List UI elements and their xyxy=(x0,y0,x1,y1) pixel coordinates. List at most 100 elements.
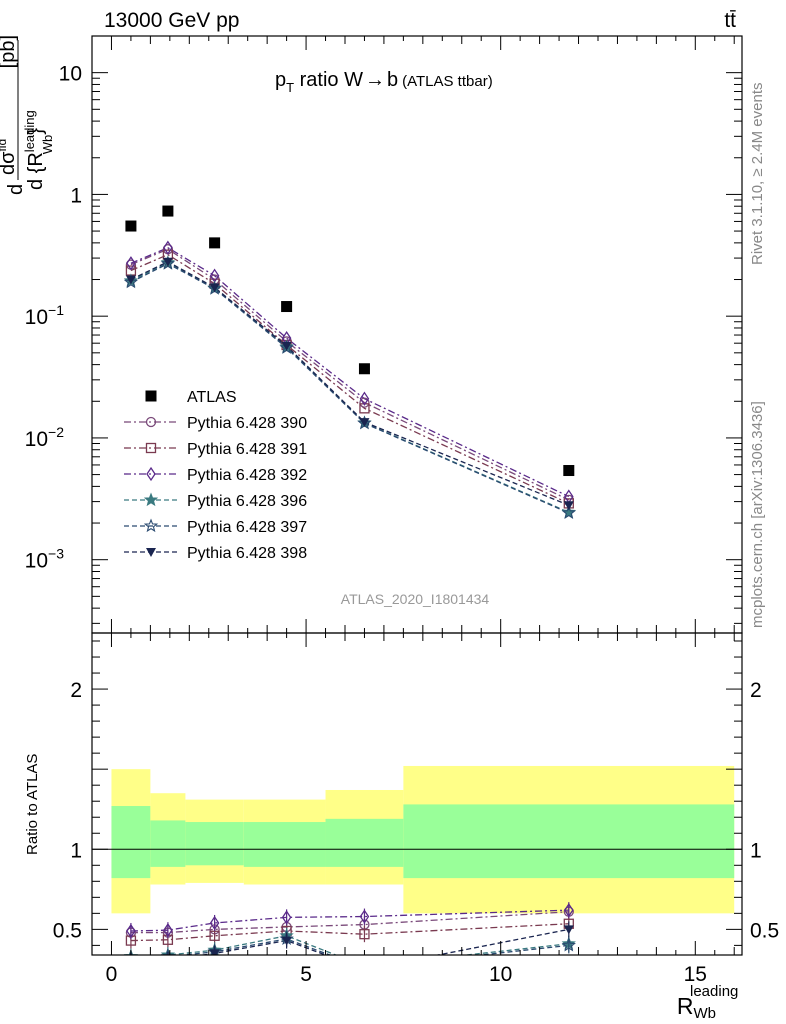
ratio-point xyxy=(561,937,576,952)
ratio-point xyxy=(564,902,574,918)
xlabel: RWb xyxy=(677,993,716,1022)
ratio-ytick-label-right: 0.5 xyxy=(750,919,779,942)
ratio-point xyxy=(563,925,574,935)
ratio-point xyxy=(209,930,220,941)
legend-marker xyxy=(146,548,156,557)
watermark: ATLAS_2020_I1801434 xyxy=(341,591,490,607)
ratio-point xyxy=(163,956,173,965)
main-series-line xyxy=(130,246,570,498)
legend-label: Pythia 6.428 397 xyxy=(187,519,307,536)
ratio-point xyxy=(359,929,370,940)
main-point xyxy=(126,256,136,271)
main-point xyxy=(209,283,220,293)
main-point xyxy=(209,237,221,249)
main-ytick-label: 10−1 xyxy=(25,302,65,329)
main-series-line xyxy=(130,248,570,501)
ratio-ytick-label-right: 1 xyxy=(750,839,762,862)
main-point xyxy=(163,240,173,255)
legend-label: Pythia 6.428 392 xyxy=(187,467,307,484)
ratio-ytick-label: 2 xyxy=(70,679,82,702)
main-ylabel: d dσfid d {Rleading Wb} [pb] xyxy=(0,35,55,195)
ratio-series-line xyxy=(152,935,569,955)
main-ytick-label: 10−2 xyxy=(25,424,65,451)
ratio-ytick-label-right: 2 xyxy=(750,679,762,702)
main-point xyxy=(123,274,139,289)
ratio-point xyxy=(126,957,136,966)
main-point xyxy=(281,301,293,313)
main-point xyxy=(125,275,136,285)
main-point xyxy=(162,257,173,267)
ratio-series-line xyxy=(177,938,569,955)
ratio-point xyxy=(126,923,136,939)
ratio-band-green xyxy=(150,820,186,867)
legend-label: ATLAS xyxy=(187,389,237,406)
ratio-point xyxy=(359,909,370,924)
legend-label: Pythia 6.428 391 xyxy=(187,441,307,458)
title-arrow: → xyxy=(365,69,385,91)
ratio-band-green xyxy=(185,822,244,866)
legend-label: Pythia 6.428 396 xyxy=(187,493,307,510)
ratio-point xyxy=(209,915,220,931)
ratio-point xyxy=(359,960,370,971)
legend-marker xyxy=(146,466,156,482)
main-point xyxy=(563,501,574,511)
title-sub: T xyxy=(286,80,294,95)
main-series-line xyxy=(130,253,570,504)
ratio-band-green xyxy=(243,822,326,867)
xtick-label: 15 xyxy=(684,963,707,986)
ratio-series-line xyxy=(130,923,569,942)
ratio-ytick-label: 1 xyxy=(70,839,82,862)
ratio-point xyxy=(281,936,292,946)
ratio-series-line xyxy=(130,909,569,932)
xtick-label: 10 xyxy=(489,963,512,986)
ratio-point xyxy=(359,965,369,974)
main-point xyxy=(281,341,292,351)
header-left-label: 13000 GeV pp xyxy=(104,9,239,32)
ratio-band-green xyxy=(111,806,151,879)
legend-label: Pythia 6.428 390 xyxy=(187,415,307,432)
ratio-point xyxy=(359,962,370,973)
xlabel-sup: leading xyxy=(690,983,738,1000)
legend-marker xyxy=(145,442,157,454)
ratio-series-line xyxy=(130,911,569,934)
ratio-ylabel: Ratio to ATLAS xyxy=(24,754,41,855)
main-panel: 10 1 10−1 10−2 10−3 pT ratio W → b (ATLAS ttbar… xyxy=(0,35,743,634)
main-ytick-label: 1 xyxy=(70,184,82,207)
legend-label: Pythia 6.428 398 xyxy=(187,545,307,562)
legend-marker xyxy=(143,518,159,533)
title-p: p xyxy=(275,69,286,91)
ratio-point xyxy=(209,949,220,955)
main-series-line xyxy=(130,262,570,514)
ratio-band-green xyxy=(325,818,404,867)
title-rest: ratio W xyxy=(294,69,363,91)
main-point xyxy=(125,220,137,232)
ratio-point xyxy=(163,922,173,938)
main-point xyxy=(561,505,576,520)
mcplots-label: mcplots.cern.ch [arXiv:1306.3436] xyxy=(749,401,766,628)
ratio-point xyxy=(281,910,292,925)
main-ytick-label: 10 xyxy=(59,63,82,86)
title-b: b xyxy=(387,69,398,91)
main-frame xyxy=(91,35,743,634)
ratio-panel: 2 2 1 1 0.5 0.5 0 5 10 15 Ratio to ATLAS RWb lead… xyxy=(24,632,779,1022)
plot-title: pT ratio W → b (ATLAS ttbar) xyxy=(275,69,493,95)
ratio-series-line xyxy=(198,928,569,955)
main-ytick-label: 10−3 xyxy=(25,546,65,573)
legend-marker xyxy=(145,390,157,402)
main-point xyxy=(563,465,575,477)
main-point xyxy=(359,418,370,428)
ratio-frame xyxy=(91,632,743,956)
main-point xyxy=(358,363,370,375)
xtick-label: 5 xyxy=(300,963,312,986)
ratio-band-green xyxy=(403,804,735,879)
main-point xyxy=(359,391,370,406)
main-series-line xyxy=(130,260,570,506)
legend-marker xyxy=(143,492,159,507)
svg-text:[pb]: [pb] xyxy=(0,35,19,68)
title-small: (ATLAS ttbar) xyxy=(402,73,493,90)
header-right-label: tt̄ xyxy=(724,9,736,32)
rivet-label: Rivet 3.1.10, ≥ 2.4M events xyxy=(749,83,766,266)
svg-text:d: d xyxy=(5,184,27,195)
